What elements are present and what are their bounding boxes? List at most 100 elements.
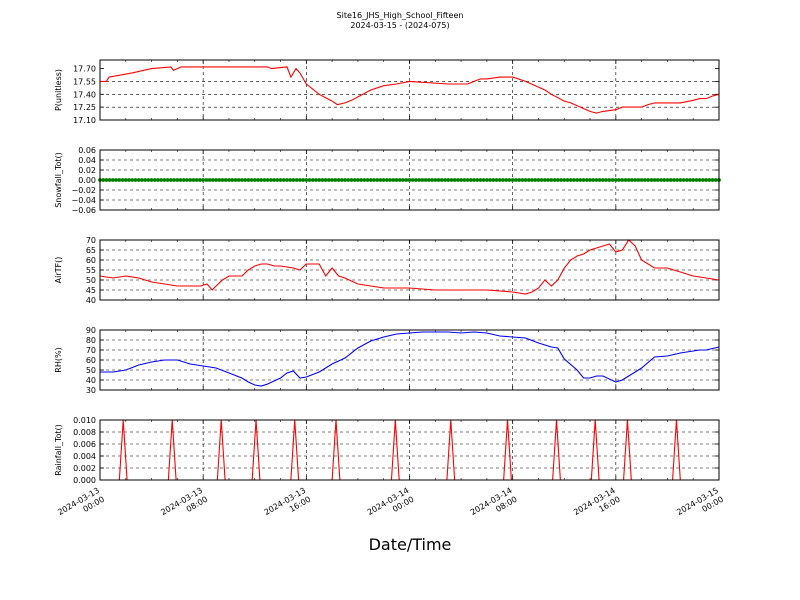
- panel-2-series-point: [297, 178, 302, 182]
- panel-2-series-point: [610, 178, 615, 182]
- panel-3-ytick-label: 70: [86, 236, 96, 245]
- panel-2-series-point: [388, 178, 393, 182]
- panel-2-series-point: [591, 178, 596, 182]
- panel-2-series-point: [426, 178, 431, 182]
- panel-2-series-point: [349, 178, 354, 182]
- panel-2-series-point: [220, 178, 225, 182]
- x-tick-label: 2024-03-1300:00: [56, 486, 106, 526]
- panel-2-series-point: [236, 178, 241, 182]
- panel-2-series-point: [320, 178, 325, 182]
- panel-2-series-point: [394, 178, 399, 182]
- panel-2-series-point: [191, 178, 196, 182]
- panel-2-series-point: [533, 178, 538, 182]
- panel-2-series-point: [584, 178, 589, 182]
- panel-4-frame: [99, 329, 720, 391]
- panel-2-series-point: [272, 178, 276, 182]
- panel-5-ytick-label: 0.002: [73, 464, 96, 473]
- panel-2-series-point: [185, 178, 189, 182]
- panel-2-series-point: [256, 178, 260, 182]
- panel-2-series-point: [562, 178, 567, 182]
- panel-2-series-point: [281, 178, 286, 182]
- panel-2-series-point: [520, 178, 525, 182]
- panel-2-series-point: [404, 178, 409, 182]
- panel-2-series-point: [230, 178, 235, 182]
- x-tick-label: 2024-03-1316:00: [263, 486, 313, 526]
- panel-2-series-point: [381, 178, 386, 182]
- panel-2-series-point: [198, 178, 202, 182]
- panel-2-series-point: [684, 178, 689, 182]
- panel-2-series-point: [446, 178, 451, 182]
- panel-2-series-point: [101, 178, 106, 182]
- panel-1-ytick-label: 17.55: [73, 77, 96, 86]
- panel-2-series-point: [223, 178, 228, 182]
- panel-2-series-point: [175, 178, 180, 182]
- panel-2-series-point: [665, 178, 670, 182]
- panel-2-series-point: [156, 178, 160, 182]
- panel-5-ytick-label: 0.006: [73, 440, 96, 449]
- panel-2-series-point: [365, 178, 370, 182]
- panel-2-series-point: [526, 178, 531, 182]
- panel-4-ytick-label: 80: [86, 336, 96, 345]
- panel-2-series-point: [436, 178, 441, 182]
- panel-2-series-point: [310, 178, 315, 182]
- panel-2-series-point: [201, 178, 206, 182]
- panel-2-series-point: [588, 178, 592, 182]
- panel-2-series-point: [510, 178, 515, 182]
- panel-5-ytick-label: 0.008: [73, 428, 96, 437]
- x-tick-label: 2024-03-1408:00: [469, 486, 519, 526]
- panel-2-series-point: [169, 178, 173, 182]
- panel-2-series-point: [162, 178, 167, 182]
- panel-2-series-point: [391, 178, 396, 182]
- panel-2-series-point: [149, 178, 154, 182]
- panel-2-ylabel: Snowfall_Tot(): [54, 152, 63, 208]
- panel-2-series-point: [668, 178, 673, 182]
- panel-2-series-point: [575, 178, 580, 182]
- panel-2-series-point: [504, 178, 509, 182]
- panel-2-series-point: [604, 178, 609, 182]
- panel-4-ylabel: RH(%): [54, 347, 63, 372]
- panel-3-frame: [99, 239, 720, 301]
- panel-4-ytick-label: 50: [86, 366, 96, 375]
- panel-2-series-point: [407, 178, 412, 182]
- panel-2-series-point: [659, 178, 663, 182]
- panel-2-series-point: [165, 178, 170, 182]
- panel-2-series-point: [555, 178, 560, 182]
- chart-title: Site16_JHS_High_School_Fifteen: [336, 11, 464, 20]
- panel-2-series-point: [430, 178, 434, 182]
- panel-2-series-point: [549, 178, 554, 182]
- panel-2-series-point: [433, 178, 438, 182]
- panel-2-series-point: [581, 178, 586, 182]
- panel-2-series-point: [188, 178, 193, 182]
- panel-2-series-point: [336, 178, 341, 182]
- panel-2-series-point: [288, 178, 293, 182]
- panel-2-series-point: [204, 178, 209, 182]
- panel-4-ytick-label: 70: [86, 346, 96, 355]
- panel-3-ytick-label: 55: [86, 266, 96, 275]
- panel-2-series-point: [639, 178, 644, 182]
- panel-2-series-point: [530, 178, 534, 182]
- panel-2-series-point: [252, 178, 257, 182]
- panel-2-series-point: [414, 178, 418, 182]
- panel-2-series-point: [352, 178, 357, 182]
- panel-2-series-point: [713, 178, 718, 182]
- panel-2-series-point: [497, 178, 502, 182]
- panel-2-series-point: [455, 178, 460, 182]
- panel-2-series-point: [401, 178, 405, 182]
- panel-1-ytick-label: 17.40: [73, 90, 96, 99]
- panel-2-series-point: [307, 178, 312, 182]
- panel-2-series-point: [275, 178, 280, 182]
- panel-2-series-point: [704, 178, 709, 182]
- panel-2-series-point: [375, 178, 380, 182]
- panel-2-series-point: [465, 178, 470, 182]
- panel-2-series-point: [607, 178, 612, 182]
- panel-2-series-point: [694, 178, 699, 182]
- panel-3-ylabel: AirTF(): [54, 257, 63, 284]
- panel-2-series-point: [620, 178, 625, 182]
- panel-2-series-point: [259, 178, 264, 182]
- panel-2-series-point: [468, 178, 473, 182]
- panel-2-series-point: [362, 178, 367, 182]
- panel-2-ytick-label: 0.04: [78, 156, 96, 165]
- panel-2-series-point: [262, 178, 267, 182]
- panel-2-series-point: [507, 178, 512, 182]
- panel-2-series-point: [691, 178, 696, 182]
